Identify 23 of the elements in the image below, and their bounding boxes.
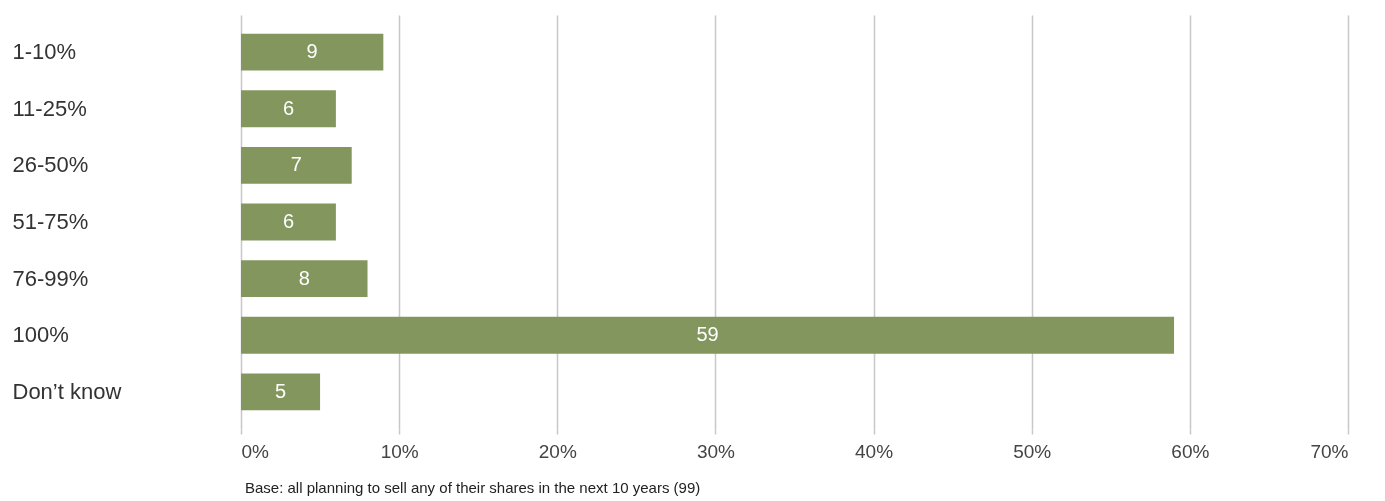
y-tick-label: 76-99%	[12, 265, 89, 291]
x-tick-label: 30%	[696, 440, 736, 462]
x-tick-label: 10%	[380, 440, 419, 462]
text: Base: all planning to sell any of their shares in the next 10 years (99)	[245, 479, 701, 496]
y-tick-label: 26-50%	[12, 152, 89, 178]
x-tick-label: 20%	[538, 440, 577, 462]
data-label: 7	[290, 153, 302, 176]
data-label: 6	[282, 96, 295, 119]
y-tick-label: 11-25%	[12, 95, 87, 121]
x-tick-label: 50%	[1013, 440, 1052, 462]
data-label: 9	[306, 40, 318, 63]
x-tick-label: 0%	[241, 440, 270, 462]
y-tick-label: 51-75%	[12, 209, 89, 234]
data-label: 5	[274, 379, 287, 402]
y-tick-label: 100%	[12, 322, 69, 348]
x-tick-label: 60%	[1171, 440, 1210, 462]
data-label: 59	[696, 323, 719, 346]
x-tick-label: 70%	[1310, 440, 1349, 462]
x-tick-label: 40%	[855, 440, 894, 462]
y-tick-label: Don’t know	[12, 378, 122, 404]
data-label: 8	[298, 266, 310, 289]
data-label: 6	[282, 210, 295, 232]
y-tick-label: 1-10%	[12, 39, 77, 65]
